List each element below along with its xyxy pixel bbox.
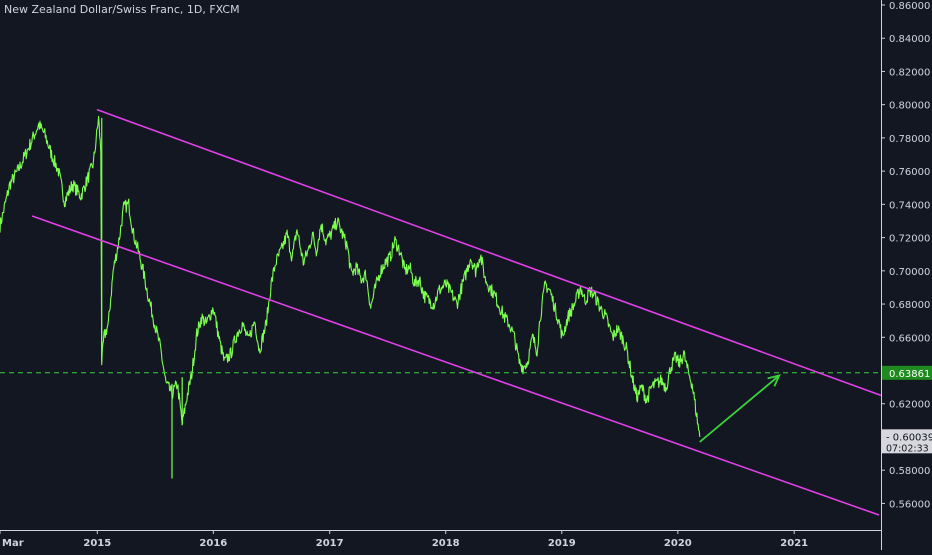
y-tick-label: 0.70000 (889, 267, 930, 278)
channel-lower-line[interactable] (31, 215, 880, 516)
y-tick-label: 0.80000 (889, 101, 930, 112)
y-tick-label: 0.76000 (889, 167, 930, 178)
y-tick-label: 0.84000 (889, 34, 930, 45)
x-tick-label: Mar (2, 538, 24, 549)
y-tick-label: 0.62000 (889, 400, 930, 411)
x-tick-label: 2015 (83, 538, 111, 549)
level-label-text: 0.63861 (889, 369, 930, 380)
y-tick-label: 0.66000 (889, 333, 930, 344)
price-series-line (0, 115, 701, 438)
time-axis[interactable] (0, 530, 881, 550)
y-tick-label: 0.68000 (889, 300, 930, 311)
y-tick-label: 0.58000 (889, 466, 930, 477)
x-tick-label: 2017 (316, 538, 344, 549)
y-tick-label: 0.82000 (889, 67, 930, 78)
x-tick-label: 2016 (199, 538, 227, 549)
x-tick-label: 2018 (432, 538, 460, 549)
level-label-bg (882, 365, 932, 380)
price-axis[interactable] (881, 0, 932, 550)
y-tick-label: 0.56000 (889, 499, 930, 510)
x-tick-label: 2021 (780, 538, 808, 549)
projection-arrow-head[interactable] (767, 374, 781, 387)
y-tick-label: 0.72000 (889, 234, 930, 245)
channel-upper-line[interactable] (96, 108, 882, 397)
x-tick-label: 2019 (548, 538, 576, 549)
y-tick-label: 0.86000 (889, 1, 930, 12)
drawing-layer[interactable] (0, 108, 882, 516)
price-badge-bg (882, 429, 932, 454)
projection-arrow-line[interactable] (699, 374, 780, 443)
price-badge-value: - 0.60039 (886, 432, 932, 443)
plot-background (0, 0, 881, 530)
x-tick-label: 2020 (664, 538, 692, 549)
y-tick-label: 0.74000 (889, 200, 930, 211)
chart-title: New Zealand Dollar/Swiss Franc, 1D, FXCM (4, 3, 240, 16)
price-badge-countdown: 07:02:33 (886, 443, 929, 454)
y-tick-label: 0.78000 (889, 134, 930, 145)
